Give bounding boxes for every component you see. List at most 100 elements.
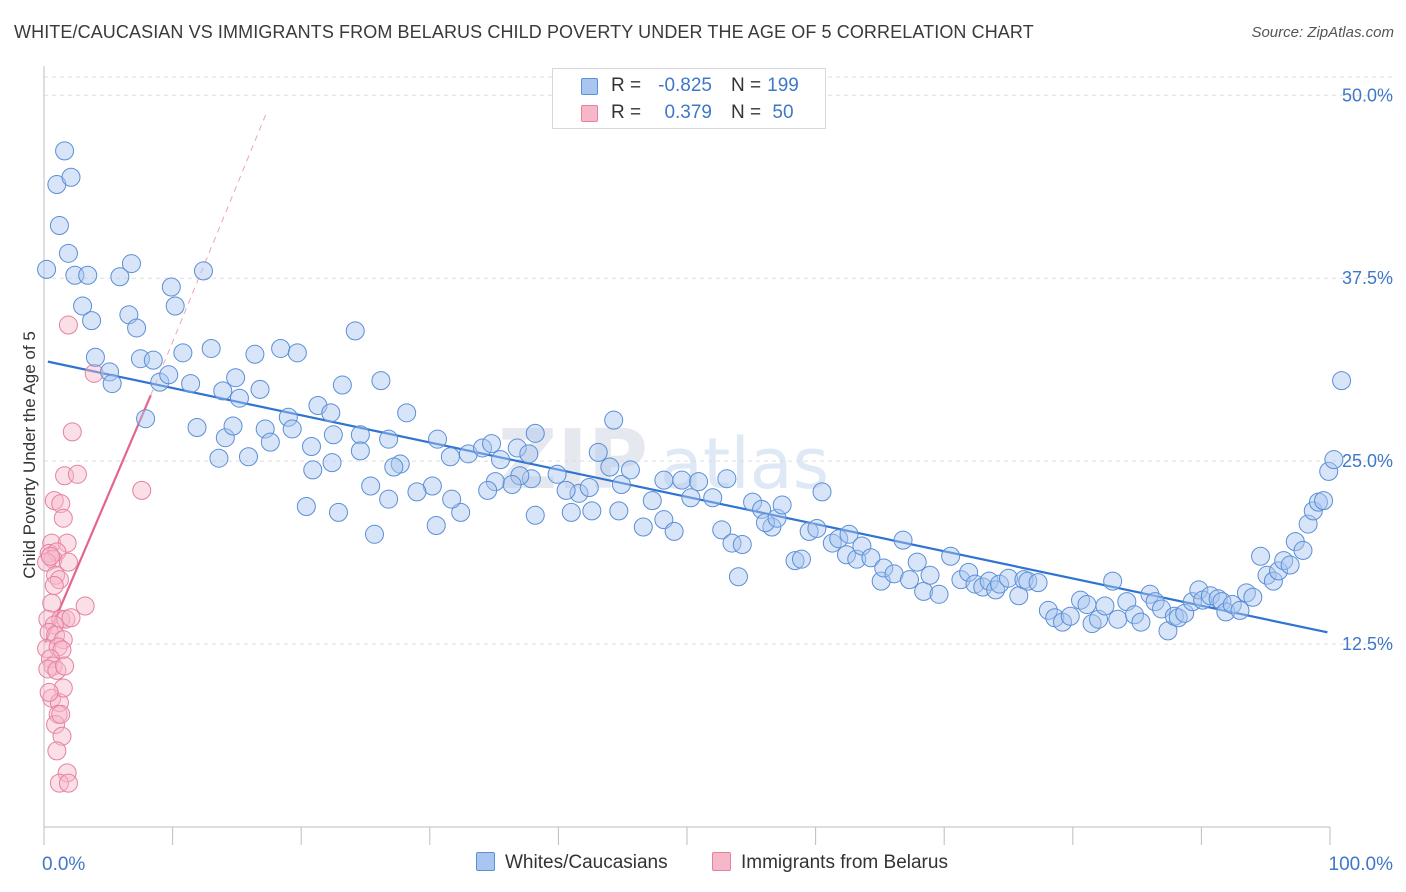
whites-point — [899, 570, 919, 590]
whites-point — [965, 574, 985, 594]
whites-point — [582, 501, 602, 521]
whites-point — [525, 423, 545, 443]
whites-point — [173, 343, 193, 363]
belarus-point — [53, 678, 73, 698]
belarus-point — [39, 682, 59, 702]
whites-point — [914, 581, 934, 601]
whites-point — [345, 321, 365, 341]
whites-point — [209, 448, 229, 468]
whites-point — [1053, 612, 1073, 632]
legend-r-label: R = — [611, 102, 642, 123]
legend-row-belarus: R = 0.379 N = 50 — [553, 101, 825, 127]
whites-point — [193, 261, 213, 281]
whites-point — [1332, 371, 1352, 391]
x-tick-label-min: 0.0% — [42, 854, 85, 875]
whites-point — [58, 243, 78, 263]
whites-point — [791, 549, 811, 569]
whites-point — [836, 545, 856, 565]
whites-point — [1131, 612, 1151, 632]
belarus-point — [48, 637, 68, 657]
belarus-trend-extension — [150, 112, 267, 396]
whites-point — [1028, 573, 1048, 593]
whites-point — [282, 419, 302, 439]
belarus-point — [67, 464, 87, 484]
whites-point — [215, 428, 235, 448]
whites-point — [1319, 461, 1339, 481]
whites-point — [301, 437, 321, 456]
whites-point — [1216, 602, 1236, 622]
belarus-point — [51, 704, 71, 724]
whites-point — [187, 417, 207, 437]
whites-point — [213, 381, 233, 401]
whites-point — [807, 518, 827, 538]
whites-point — [78, 265, 98, 285]
whites-point — [874, 558, 894, 578]
whites-point — [1018, 571, 1038, 591]
whites-point — [100, 362, 120, 382]
y-tick-label: 12.5% — [1342, 634, 1393, 654]
whites-point — [136, 409, 156, 429]
whites-point — [85, 347, 105, 367]
whites-point — [82, 311, 102, 331]
whites-point — [165, 296, 185, 316]
whites-point — [703, 488, 723, 508]
whites-point — [785, 551, 805, 571]
whites-point — [371, 371, 391, 391]
whites-point — [579, 477, 599, 497]
whites-point — [654, 470, 674, 490]
whites-point — [442, 489, 462, 509]
whites-point — [238, 447, 258, 467]
belarus-point — [58, 315, 78, 335]
whites-point — [321, 403, 341, 423]
whites-point — [245, 344, 265, 364]
whites-point — [689, 472, 709, 492]
whites-point — [1314, 491, 1334, 511]
whites-point — [717, 469, 737, 489]
series-belarus-points — [37, 315, 152, 793]
belarus-point — [51, 494, 71, 514]
belarus-point — [47, 741, 67, 761]
whites-point — [959, 562, 979, 582]
whites-point — [278, 407, 298, 427]
whites-point — [604, 410, 624, 430]
belarus-point — [57, 763, 77, 783]
y-tick-label: 50.0% — [1342, 85, 1393, 105]
whites-point — [458, 444, 478, 464]
whites-point — [672, 470, 692, 490]
whites-point — [303, 460, 323, 480]
whites-point — [161, 277, 181, 297]
belarus-trend-line — [44, 394, 152, 644]
bottom-legend-swatch-whites — [476, 852, 495, 871]
whites-point — [49, 216, 69, 236]
whites-trend-line — [47, 360, 1328, 634]
whites-point — [722, 533, 742, 553]
whites-point — [1200, 586, 1220, 606]
correlation-legend: R = -0.825 N = 199 R = 0.379 N = 50 — [552, 68, 826, 129]
whites-point — [1175, 603, 1195, 623]
whites-point — [121, 254, 141, 274]
whites-point — [102, 374, 122, 394]
whites-point — [226, 368, 246, 388]
whites-point — [1263, 571, 1283, 591]
whites-point — [556, 480, 576, 500]
belarus-point — [58, 552, 78, 572]
belarus-point — [84, 363, 104, 383]
whites-point — [322, 453, 342, 473]
whites-point — [893, 530, 913, 550]
whites-point — [473, 438, 493, 458]
whites-point — [323, 425, 343, 445]
bottom-legend-whites: Whites/Caucasians — [476, 852, 668, 874]
legend-swatch-whites — [581, 78, 598, 95]
whites-point — [569, 483, 589, 503]
legend-n-value: 50 — [772, 102, 794, 123]
whites-point — [1280, 555, 1300, 575]
whites-point — [332, 375, 352, 395]
whites-point — [384, 457, 404, 477]
belarus-point — [42, 593, 62, 613]
whites-point — [1125, 605, 1145, 625]
whites-point — [1251, 546, 1271, 566]
whites-point — [772, 495, 792, 515]
whites-point — [201, 338, 221, 358]
whites-point — [110, 267, 130, 287]
